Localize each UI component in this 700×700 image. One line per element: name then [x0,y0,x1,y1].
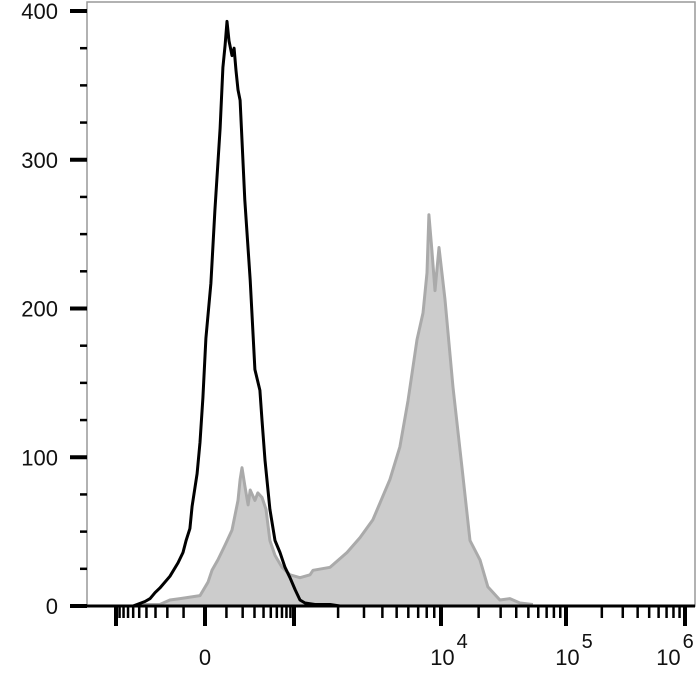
y-tick-label: 300 [21,148,58,173]
x-tick-label: 0 [199,645,211,670]
x-tick-exponent: 5 [582,631,593,653]
y-tick-label: 200 [21,297,58,322]
x-axis [114,606,687,626]
series-layer [132,19,534,608]
y-tick-label: 100 [21,445,58,470]
x-tick-exponent: 4 [457,631,468,653]
x-tick-labels: 0 104 105 106 [199,631,694,670]
series-fill-0 [135,214,533,607]
y-tick-label: 0 [46,594,58,619]
x-tick-label: 106 [656,631,694,670]
x-tick-label: 105 [555,631,593,670]
series-outline-0 [134,213,534,608]
y-axis: 0 100 200 300 400 [21,0,87,619]
x-tick-label: 104 [430,631,468,670]
series-line-1 [132,19,341,608]
y-tick-label: 400 [21,0,58,24]
x-tick-exponent: 6 [683,631,694,653]
